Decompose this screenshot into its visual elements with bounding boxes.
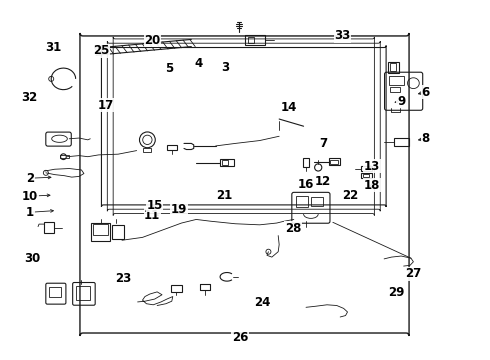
Bar bbox=[144, 148, 151, 152]
Text: 20: 20 bbox=[144, 33, 160, 47]
Bar bbox=[296, 196, 308, 207]
Text: 30: 30 bbox=[24, 252, 41, 265]
Bar bbox=[49, 287, 61, 297]
Text: 5: 5 bbox=[165, 62, 173, 75]
Text: 33: 33 bbox=[335, 29, 351, 42]
Text: 29: 29 bbox=[388, 287, 405, 300]
Bar bbox=[361, 166, 372, 171]
Bar bbox=[388, 62, 399, 73]
Text: 16: 16 bbox=[298, 178, 314, 191]
Bar bbox=[93, 225, 108, 235]
Bar bbox=[245, 35, 265, 45]
Bar bbox=[329, 158, 340, 165]
Bar bbox=[59, 155, 69, 158]
Text: 22: 22 bbox=[342, 189, 358, 202]
Text: 19: 19 bbox=[171, 203, 187, 216]
Bar bbox=[91, 223, 110, 241]
Text: 11: 11 bbox=[144, 209, 160, 222]
Bar bbox=[221, 160, 228, 165]
Text: 13: 13 bbox=[364, 160, 380, 173]
Text: 4: 4 bbox=[195, 57, 203, 70]
Text: 27: 27 bbox=[405, 267, 421, 280]
Text: 28: 28 bbox=[285, 222, 301, 235]
Text: 24: 24 bbox=[254, 296, 270, 309]
Text: 3: 3 bbox=[221, 60, 229, 73]
Text: 12: 12 bbox=[315, 175, 331, 188]
Text: 9: 9 bbox=[397, 95, 405, 108]
Bar bbox=[394, 138, 409, 145]
Bar bbox=[220, 159, 234, 166]
Bar bbox=[112, 225, 124, 239]
Bar bbox=[330, 159, 338, 164]
Text: 6: 6 bbox=[421, 86, 430, 99]
Bar bbox=[361, 173, 372, 178]
Bar bbox=[75, 286, 90, 300]
Text: 14: 14 bbox=[281, 101, 297, 114]
Text: 21: 21 bbox=[217, 189, 233, 202]
Bar bbox=[248, 37, 254, 43]
Text: 10: 10 bbox=[22, 190, 38, 203]
Text: 2: 2 bbox=[26, 172, 34, 185]
Bar bbox=[171, 285, 182, 292]
Bar bbox=[303, 158, 309, 167]
Bar bbox=[363, 174, 369, 177]
Text: 25: 25 bbox=[93, 44, 109, 57]
Bar bbox=[390, 63, 396, 71]
Text: 32: 32 bbox=[21, 91, 37, 104]
Text: 23: 23 bbox=[115, 272, 131, 285]
Text: 17: 17 bbox=[98, 99, 114, 112]
Bar bbox=[311, 197, 323, 206]
Text: 8: 8 bbox=[421, 132, 430, 145]
Text: 26: 26 bbox=[232, 331, 248, 344]
Bar bbox=[391, 87, 400, 92]
Bar bbox=[167, 145, 177, 150]
Text: 18: 18 bbox=[364, 179, 380, 192]
Text: 7: 7 bbox=[319, 137, 327, 150]
Text: 15: 15 bbox=[147, 199, 163, 212]
Text: 1: 1 bbox=[26, 206, 34, 219]
Bar bbox=[389, 76, 404, 85]
Text: 31: 31 bbox=[46, 41, 62, 54]
Bar bbox=[44, 222, 54, 233]
